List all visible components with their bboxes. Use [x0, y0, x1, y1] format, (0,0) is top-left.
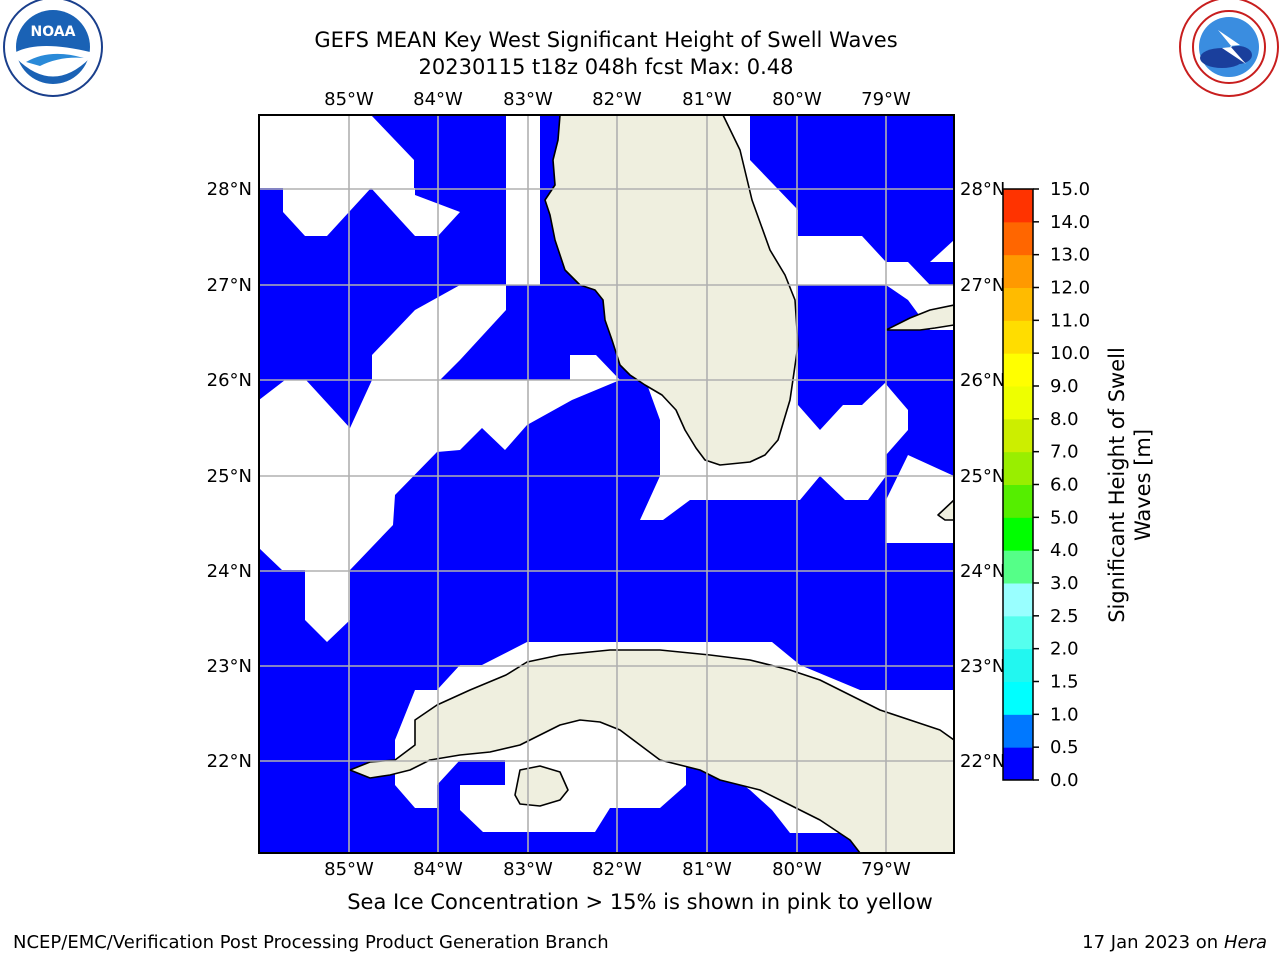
land [349, 115, 954, 853]
colorbar-tick-label: 2.5 [1050, 606, 1079, 627]
lat-label-right: 22°N [960, 751, 1005, 772]
date-value: 17 Jan 2023 on [1082, 932, 1219, 953]
colorbar-segment [1003, 648, 1033, 682]
lon-label-top: 83°W [503, 89, 553, 110]
colorbar-segment [1003, 747, 1033, 781]
colorbar-segment [1003, 418, 1033, 453]
nws-logo [1179, 0, 1279, 97]
lat-label-right: 24°N [960, 561, 1005, 582]
colorbar-tick-label: 9.0 [1050, 376, 1079, 397]
lat-label-left: 22°N [207, 751, 252, 772]
lat-label-right: 26°N [960, 370, 1005, 391]
lat-label-left: 28°N [207, 179, 252, 200]
colorbar-tick-label: 1.0 [1050, 704, 1079, 725]
colorbar-tick-label: 13.0 [1050, 245, 1090, 266]
colorbar-segment [1003, 386, 1033, 420]
lon-label-top: 79°W [861, 89, 911, 110]
colorbar-tick-label: 8.0 [1050, 409, 1079, 430]
lat-label-right: 25°N [960, 466, 1005, 487]
lon-label-bottom: 79°W [861, 859, 911, 880]
colorbar-segment [1003, 583, 1033, 617]
colorbar: 0.0 0.5 1.0 1.5 2.0 2.5 3.0 4.0 5.0 6.0 7.0 8.0 9.0 1… [1002, 179, 1090, 791]
colorbar-segment [1003, 221, 1033, 256]
colorbar-segment [1003, 353, 1033, 387]
colorbar-tick-label: 2.0 [1050, 639, 1079, 660]
colorbar-segment [1003, 615, 1033, 650]
colorbar-label: Significant Height of SwellWaves [m] [1105, 347, 1155, 623]
colorbar-tick-label: 12.0 [1050, 278, 1090, 299]
gridlines [259, 115, 954, 853]
chart-title: GEFS MEAN Key West Significant Height of… [314, 28, 898, 52]
lat-label-left: 25°N [207, 466, 252, 487]
colorbar-segment [1003, 714, 1033, 748]
lon-label-top: 80°W [772, 89, 822, 110]
colorbar-tick-label: 5.0 [1050, 507, 1079, 528]
colorbar-tick-label: 4.0 [1050, 540, 1079, 561]
lon-label-bottom: 82°W [592, 859, 642, 880]
lon-label-bottom: 84°W [413, 859, 463, 880]
noaa-logo-text: NOAA [31, 24, 76, 40]
colorbar-tick-label: 10.0 [1050, 343, 1090, 364]
colorbar-segment [1003, 451, 1033, 485]
colorbar-segment [1003, 681, 1033, 715]
lon-label-bottom: 83°W [503, 859, 553, 880]
map-frame [258, 114, 955, 854]
colorbar-tick-label: 15.0 [1050, 179, 1090, 200]
lat-label-right: 28°N [960, 179, 1005, 200]
lat-label-right: 27°N [960, 275, 1005, 296]
colorbar-tick-label: 11.0 [1050, 310, 1090, 331]
host-name: Hera [1223, 932, 1267, 953]
lat-label-left: 24°N [207, 561, 252, 582]
colorbar-tick-label: 6.0 [1050, 475, 1079, 496]
chart-subtitle: 20230115 t18z 048h fcst Max: 0.48 [418, 55, 794, 79]
colorbar-segment [1003, 254, 1033, 288]
lat-label-right: 23°N [960, 656, 1005, 677]
colorbar-segment [1003, 320, 1033, 354]
colorbar-tick-label: 0.5 [1050, 737, 1079, 758]
lon-label-bottom: 80°W [772, 859, 822, 880]
colorbar-tick-label: 1.5 [1050, 672, 1079, 693]
lon-label-top: 82°W [592, 89, 642, 110]
colorbar-tick-label: 0.0 [1050, 770, 1079, 791]
colorbar-segment [1003, 550, 1033, 584]
colorbar-tick-label: 14.0 [1050, 212, 1090, 233]
lat-label-left: 26°N [207, 370, 252, 391]
colorbar-segment [1003, 189, 1033, 223]
lon-label-top: 84°W [413, 89, 463, 110]
lon-label-bottom: 85°W [324, 859, 374, 880]
lon-label-top: 85°W [324, 89, 374, 110]
colorbar-tick-label: 7.0 [1050, 442, 1079, 463]
lon-label-bottom: 81°W [682, 859, 732, 880]
colorbar-segment [1003, 287, 1033, 321]
credit-text: NCEP/EMC/Verification Post Processing Pr… [13, 932, 609, 953]
colorbar-tick-label: 3.0 [1050, 573, 1079, 594]
date-text: 17 Jan 2023 on Hera [1082, 932, 1267, 953]
colorbar-segment [1003, 484, 1033, 518]
colorbar-segment [1003, 517, 1033, 551]
lat-label-left: 23°N [207, 656, 252, 677]
lat-label-left: 27°N [207, 275, 252, 296]
sea-ice-note: Sea Ice Concentration > 15% is shown in … [347, 890, 933, 914]
lon-label-top: 81°W [682, 89, 732, 110]
noaa-logo: NOAA [3, 0, 103, 97]
